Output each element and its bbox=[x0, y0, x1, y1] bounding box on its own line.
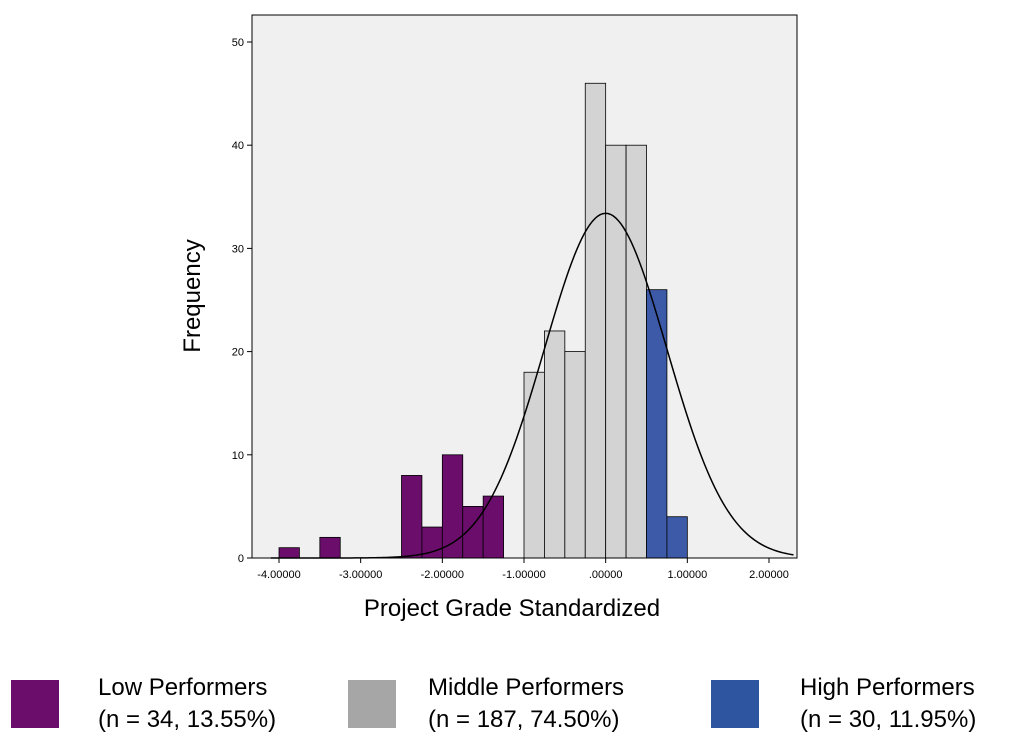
y-tick-label-4: 40 bbox=[232, 140, 244, 152]
legend-low-count: (n = 34, 13.55%) bbox=[98, 706, 277, 733]
legend-high-count: (n = 30, 11.95%) bbox=[800, 706, 977, 733]
histogram-bar-12 bbox=[625, 144, 647, 559]
x-axis-ticks: -4.00000 -3.00000 -2.00000 -1.00000 .00000 1.… bbox=[257, 558, 789, 581]
histogram-bar-13 bbox=[646, 289, 668, 559]
histogram-chart: -4.00000 -3.00000 -2.00000 -1.00000 .00000 1.… bbox=[179, 14, 798, 622]
x-axis-title: Project Grade Standardized bbox=[364, 595, 660, 622]
histogram-bar-10 bbox=[584, 82, 607, 559]
histogram-bar-2 bbox=[401, 475, 423, 559]
y-tick-label-2: 20 bbox=[232, 347, 244, 359]
y-axis-title: Frequency bbox=[179, 239, 206, 352]
legend-swatch-low bbox=[11, 680, 59, 728]
x-tick-label-0: -4.00000 bbox=[257, 569, 300, 581]
legend-swatch-middle bbox=[348, 680, 396, 728]
histogram-bar-14 bbox=[666, 516, 688, 559]
legend: Low Performers (n = 34, 13.55%) Middle P… bbox=[0, 672, 1013, 733]
legend-middle-label: Middle Performers bbox=[428, 674, 625, 701]
x-tick-label-2: -2.00000 bbox=[421, 569, 464, 581]
y-axis-ticks: 0 10 20 30 40 50 bbox=[232, 37, 252, 565]
x-tick-label-6: 2.00000 bbox=[749, 569, 789, 581]
y-tick-label-0: 0 bbox=[238, 553, 244, 565]
histogram-bar-11 bbox=[605, 144, 627, 559]
histogram-bar-1 bbox=[319, 536, 341, 559]
y-tick-label-3: 30 bbox=[232, 243, 244, 255]
histogram-bar-7 bbox=[523, 371, 545, 559]
legend-swatch-high bbox=[711, 680, 759, 728]
legend-item-middle: Middle Performers (n = 187, 74.50%) bbox=[428, 672, 624, 736]
histogram-bar-8 bbox=[544, 330, 566, 559]
y-tick-label-1: 10 bbox=[232, 450, 244, 462]
legend-middle-count: (n = 187, 74.50%) bbox=[428, 706, 620, 733]
x-tick-label-5: 1.00000 bbox=[667, 569, 707, 581]
histogram-bar-9 bbox=[564, 351, 586, 559]
x-tick-label-1: -3.00000 bbox=[339, 569, 382, 581]
histogram-bar-0 bbox=[278, 547, 300, 559]
legend-low-label: Low Performers bbox=[98, 674, 268, 701]
legend-high-label: High Performers bbox=[800, 674, 975, 701]
y-tick-label-5: 50 bbox=[232, 37, 244, 49]
legend-item-high: High Performers (n = 30, 11.95%) bbox=[800, 672, 976, 736]
x-tick-label-3: -1.00000 bbox=[502, 569, 545, 581]
legend-item-low: Low Performers (n = 34, 13.55%) bbox=[98, 672, 276, 736]
x-tick-label-4: .00000 bbox=[589, 569, 623, 581]
